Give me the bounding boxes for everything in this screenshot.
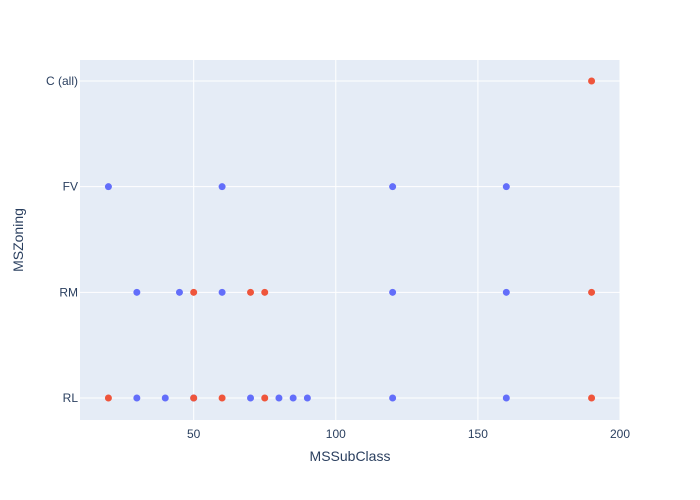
y-tick-label: RM [59, 285, 78, 299]
y-axis-title: MSZoning [10, 208, 26, 272]
scatter-point[interactable] [389, 289, 396, 296]
plot-background [80, 60, 620, 420]
scatter-point[interactable] [247, 289, 254, 296]
scatter-point[interactable] [503, 395, 510, 402]
x-tick-label: 150 [468, 427, 488, 441]
scatter-point[interactable] [105, 395, 112, 402]
y-tick-label: C (all) [46, 74, 78, 88]
scatter-point[interactable] [105, 183, 112, 190]
scatter-point[interactable] [219, 183, 226, 190]
y-tick-label: FV [63, 180, 78, 194]
x-tick-label: 200 [610, 427, 630, 441]
scatter-point[interactable] [588, 78, 595, 85]
scatter-point[interactable] [190, 395, 197, 402]
scatter-point[interactable] [503, 289, 510, 296]
y-tick-label: RL [63, 391, 79, 405]
x-tick-label: 100 [326, 427, 346, 441]
scatter-point[interactable] [275, 395, 282, 402]
scatter-point[interactable] [304, 395, 311, 402]
x-axis-title: MSSubClass [310, 448, 391, 464]
scatter-point[interactable] [503, 183, 510, 190]
scatter-point[interactable] [133, 289, 140, 296]
scatter-point[interactable] [290, 395, 297, 402]
scatter-point[interactable] [261, 289, 268, 296]
scatter-point[interactable] [389, 395, 396, 402]
scatter-point[interactable] [588, 395, 595, 402]
scatter-point[interactable] [588, 289, 595, 296]
scatter-point[interactable] [389, 183, 396, 190]
scatter-point[interactable] [261, 395, 268, 402]
scatter-point[interactable] [133, 395, 140, 402]
scatter-point[interactable] [247, 395, 254, 402]
scatter-point[interactable] [219, 395, 226, 402]
scatter-point[interactable] [219, 289, 226, 296]
scatter-point[interactable] [190, 289, 197, 296]
x-tick-label: 50 [187, 427, 201, 441]
scatter-point[interactable] [162, 395, 169, 402]
scatter-point[interactable] [176, 289, 183, 296]
